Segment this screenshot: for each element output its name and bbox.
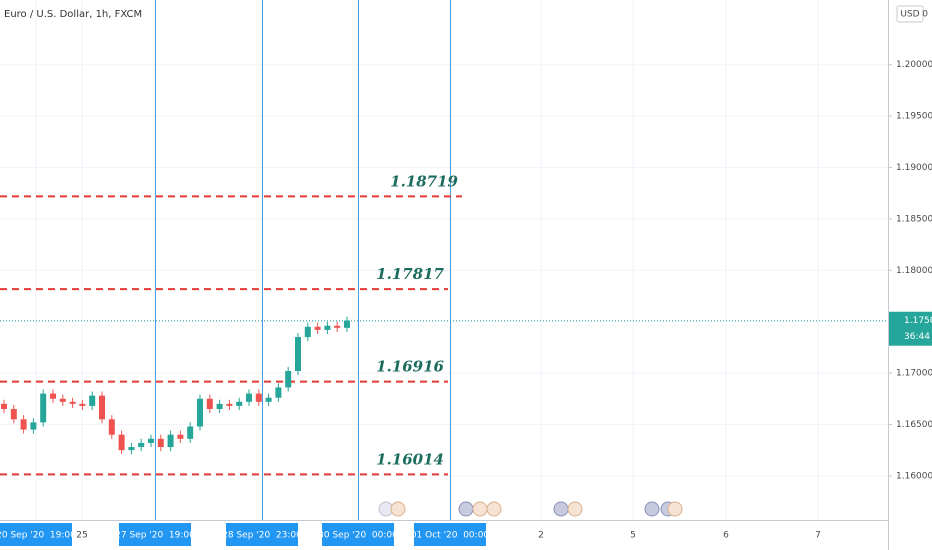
x-label-box [119, 523, 191, 546]
level-label: 1.16916 [376, 358, 444, 376]
candle-body [79, 403, 86, 406]
candle-body [314, 326, 321, 330]
x-tick-label: 5 [630, 531, 636, 541]
candle-body [167, 434, 174, 448]
candle-body [10, 409, 17, 420]
corner-label: 0 [922, 10, 928, 20]
candle-body [59, 398, 66, 402]
candle-body [295, 337, 301, 371]
candle-body [275, 387, 282, 398]
last-price-label: 1.17509 [904, 316, 932, 326]
plot [0, 0, 888, 520]
candle-body [197, 398, 203, 427]
currency-box[interactable] [896, 5, 924, 23]
x-tick-label: 20 Sep '20 19:00 [0, 531, 76, 541]
x-tick-label: 01 Oct '20 00:00 [411, 531, 490, 541]
y-tick-label: 1.16000 [896, 471, 932, 481]
candle-body [187, 426, 194, 439]
candle-body [236, 401, 243, 406]
last-price-box [889, 311, 932, 346]
candle-body [118, 434, 125, 451]
candle-body [226, 403, 233, 406]
candle-body [30, 422, 37, 430]
y-tick-label: 1.17000 [896, 369, 932, 379]
x-label-box [414, 523, 486, 546]
candle-body [324, 325, 331, 330]
candle-body [216, 403, 223, 410]
chart-title: Euro / U.S. Dollar, 1h, FXCM [4, 9, 142, 20]
candle-body [50, 393, 56, 399]
y-tick-label: 1.18000 [896, 266, 932, 276]
countdown-label: 36:44 [904, 332, 930, 342]
y-tick-label: 1.20000 [896, 60, 932, 70]
candle-body [157, 438, 164, 448]
y-tick-label: 1.18500 [896, 214, 932, 224]
y-tick-label: 1.19500 [896, 112, 932, 122]
x-tick-label: 25 [76, 531, 87, 541]
level-label: 1.16014 [376, 450, 444, 468]
event-icons [378, 501, 683, 517]
x-label-box [226, 523, 298, 546]
currency: USD [900, 10, 919, 20]
x-tick-label: 6 [723, 531, 729, 541]
candle-body [344, 320, 350, 328]
candle-body [108, 419, 115, 435]
x-label-box [322, 523, 394, 546]
x-tick-label: 7 [815, 531, 821, 541]
x-tick-label: 30 Sep '20 00:00 [318, 531, 398, 541]
candle-body [1, 403, 7, 410]
y-tick-label: 1.19000 [896, 163, 932, 173]
candle-body [334, 325, 341, 328]
candle-body [255, 393, 262, 402]
candle-body [138, 442, 145, 448]
candle-body [20, 419, 27, 430]
candle-body [206, 398, 213, 410]
candle-body [246, 393, 252, 402]
candle-body [89, 395, 96, 406]
candle-body [99, 395, 105, 420]
candle-body [265, 397, 272, 402]
candle-body [128, 447, 135, 451]
candle-body [285, 370, 292, 388]
candle-body [177, 434, 184, 439]
level-label: 1.17817 [376, 265, 444, 283]
candle-body [304, 326, 311, 338]
candle-body [69, 401, 76, 404]
x-tick-label: 27 Sep '20 19:00 [115, 531, 195, 541]
candle-body [40, 393, 47, 423]
level-label: 1.18719 [390, 172, 458, 190]
x-tick-label: 28 Sep '20 23:00 [222, 531, 302, 541]
x-label-box [0, 523, 72, 546]
y-tick-label: 1.16500 [896, 420, 932, 430]
x-tick-label: 2 [538, 531, 544, 541]
candle-body [148, 438, 154, 443]
